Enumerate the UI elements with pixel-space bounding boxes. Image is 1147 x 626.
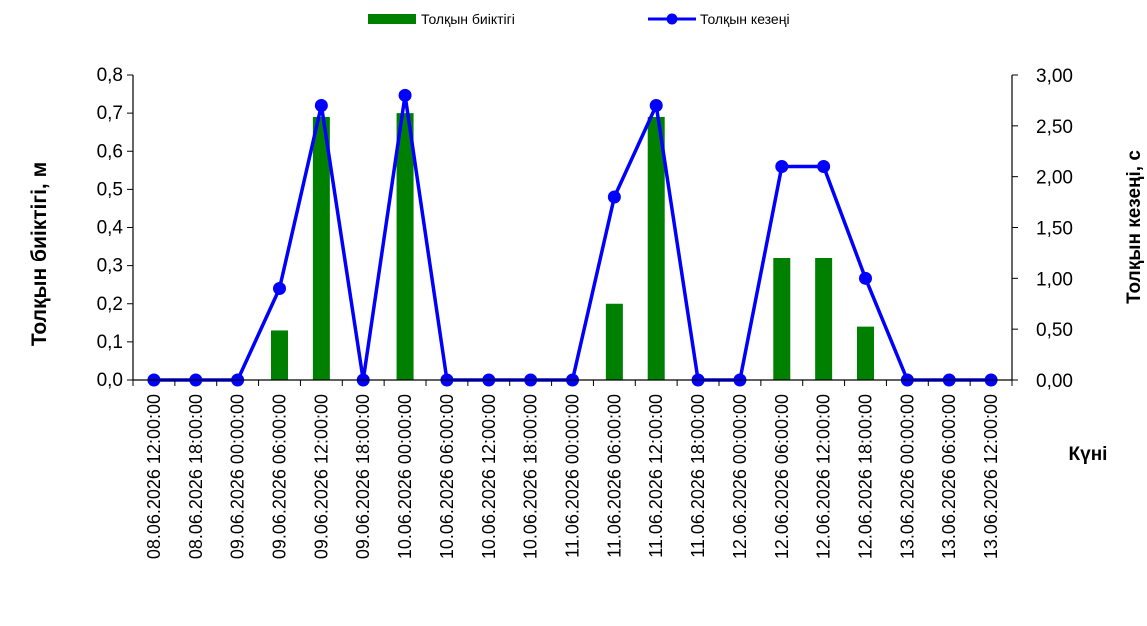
y-tick-label: 0,6 (97, 141, 123, 162)
x-tick-label: 13.06.2026 00:00:00 (897, 394, 917, 559)
legend: Толқын биіктігі Толқын кезеңі (368, 11, 790, 27)
y2-tick-label: 1,50 (1036, 219, 1073, 240)
x-tick-label: 10.06.2026 00:00:00 (395, 394, 415, 559)
y-axis-title: Толқын биіктігі, м (28, 162, 51, 346)
y-tick-label: 0,0 (97, 370, 123, 391)
x-axis-title: Күні (1069, 444, 1108, 465)
bar (773, 258, 791, 380)
bar-series (271, 113, 874, 381)
y-tick-label: 0,3 (97, 256, 123, 277)
y-tick-label: 0,2 (97, 294, 123, 315)
x-tick-label: 12.06.2026 06:00:00 (772, 394, 792, 559)
x-tick-label: 10.06.2026 06:00:00 (437, 394, 457, 559)
y2-tick-label: 0,50 (1036, 320, 1073, 341)
legend-line-marker (666, 13, 678, 25)
bar (271, 330, 288, 380)
x-tick-label: 09.06.2026 12:00:00 (311, 394, 331, 559)
y2-tick-label: 2,50 (1036, 117, 1073, 138)
x-tick-label: 12.06.2026 18:00:00 (856, 394, 876, 559)
x-tick-label: 11.06.2026 06:00:00 (604, 394, 624, 558)
x-tick-label: 09.06.2026 18:00:00 (353, 394, 373, 559)
y2-axis-title: Толқын кезеңі, с (1124, 150, 1145, 304)
line-point (398, 88, 412, 102)
line-point (607, 190, 621, 204)
axes (132, 75, 1013, 381)
bar (647, 116, 665, 380)
x-axis-ticks: 08.06.2026 12:00:00 08.06.2026 18:00:00 09… (132, 380, 1013, 559)
y2-tick-label: 1,00 (1036, 269, 1073, 290)
y-tick-label: 0,5 (97, 179, 123, 200)
x-tick-label: 08.06.2026 18:00:00 (186, 394, 206, 559)
x-tick-label: 13.06.2026 12:00:00 (981, 394, 1001, 559)
x-tick-label: 08.06.2026 12:00:00 (144, 394, 164, 559)
bar (605, 303, 623, 380)
bar (815, 258, 833, 380)
x-tick-label: 11.06.2026 00:00:00 (563, 394, 583, 558)
bar (857, 326, 874, 381)
line-point (817, 160, 831, 173)
y-tick-label: 0,1 (97, 332, 123, 353)
legend-bar-swatch (368, 14, 416, 24)
y-tick-label: 0,7 (97, 103, 123, 124)
line-point (775, 160, 789, 173)
y2-tick-label: 3,00 (1036, 66, 1073, 87)
y-tick-label: 0,4 (97, 218, 124, 239)
bar (312, 116, 330, 380)
legend-label-bar: Толқын биіктігі (421, 11, 515, 27)
y2-tick-label: 2,00 (1036, 168, 1073, 189)
y2-axis-ticks: 0,00 0,50 1,00 1,50 2,00 2,50 3,00 (1012, 66, 1073, 392)
line-point (859, 271, 872, 285)
x-tick-label: 11.06.2026 18:00:00 (688, 394, 708, 558)
line-point (273, 282, 286, 295)
x-tick-label: 13.06.2026 06:00:00 (939, 394, 959, 559)
y2-tick-label: 0,00 (1036, 371, 1073, 392)
x-tick-label: 12.06.2026 00:00:00 (730, 394, 750, 559)
legend-label-line: Толқын кезеңі (700, 11, 790, 27)
x-tick-label: 12.06.2026 12:00:00 (814, 394, 834, 559)
x-tick-label: 11.06.2026 12:00:00 (646, 394, 666, 558)
bar (396, 113, 414, 380)
y-tick-label: 0,8 (97, 65, 123, 86)
x-tick-label: 09.06.2026 00:00:00 (228, 394, 248, 559)
line-point (314, 99, 328, 112)
y-axis-ticks: 0,0 0,1 0,2 0,3 0,4 0,5 0,6 0,7 0,8 (97, 65, 133, 391)
line-point (649, 99, 663, 112)
x-tick-label: 10.06.2026 12:00:00 (479, 394, 499, 559)
x-tick-label: 10.06.2026 18:00:00 (521, 394, 541, 559)
x-tick-label: 09.06.2026 06:00:00 (270, 394, 290, 559)
